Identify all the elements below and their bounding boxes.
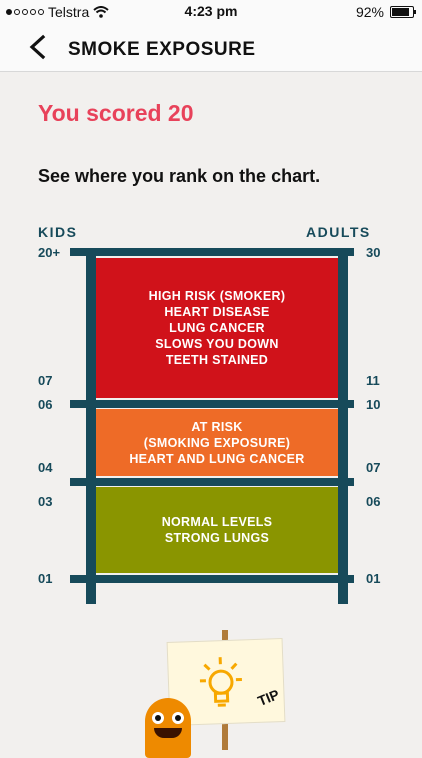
- band-line: LUNG CANCER: [169, 320, 265, 336]
- adults-tick: 11: [366, 373, 396, 388]
- rule-top: [70, 248, 354, 256]
- band-line: AT RISK: [191, 419, 242, 435]
- kids-tick: 07: [38, 373, 68, 388]
- adults-tick: 01: [366, 571, 396, 586]
- adults-tick: 07: [366, 460, 396, 475]
- kids-tick: 03: [38, 494, 68, 509]
- band-line: (SMOKING EXPOSURE): [144, 435, 290, 451]
- normal-levels-band: NORMAL LEVELS STRONG LUNGS: [96, 487, 338, 573]
- band-line: HEART AND LUNG CANCER: [129, 451, 304, 467]
- at-risk-band: AT RISK (SMOKING EXPOSURE) HEART AND LUN…: [96, 409, 338, 476]
- mascot-mouth: [154, 728, 182, 738]
- band-line: HIGH RISK (SMOKER): [149, 288, 286, 304]
- rule-06-10: [70, 400, 354, 408]
- navigation-bar: SMOKE EXPOSURE: [0, 24, 422, 72]
- rule-bottom: [70, 575, 354, 583]
- chart-right-post: [338, 248, 348, 604]
- chart-left-post: [86, 248, 96, 604]
- tip-label: TIP: [255, 686, 281, 709]
- chart-instruction: See where you rank on the chart.: [38, 166, 320, 187]
- band-line: TEETH STAINED: [166, 352, 268, 368]
- kids-tick: 04: [38, 460, 68, 475]
- kids-tick: 20+: [38, 245, 68, 260]
- mascot-eye: [172, 712, 184, 724]
- band-line: HEART DISEASE: [164, 304, 269, 320]
- band-line: STRONG LUNGS: [165, 530, 269, 546]
- kids-tick: 01: [38, 571, 68, 586]
- page-title: SMOKE EXPOSURE: [68, 39, 256, 61]
- back-arrow-icon[interactable]: [26, 34, 50, 60]
- smoke-exposure-chart: KIDS ADULTS 20+ 07 06 04 03 01 30 11 10 …: [0, 220, 422, 600]
- kids-tick: 06: [38, 397, 68, 412]
- rule-03-06: [70, 478, 354, 486]
- high-risk-band: HIGH RISK (SMOKER) HEART DISEASE LUNG CA…: [96, 258, 338, 398]
- adults-tick: 10: [366, 397, 396, 412]
- kids-axis-label: KIDS: [38, 224, 77, 240]
- score-heading: You scored 20: [38, 100, 194, 127]
- adults-tick: 30: [366, 245, 396, 260]
- band-line: NORMAL LEVELS: [162, 514, 273, 530]
- adults-axis-label: ADULTS: [306, 224, 371, 240]
- adults-tick: 06: [366, 494, 396, 509]
- lightbulb-icon: [198, 654, 244, 708]
- mascot-character: [145, 698, 191, 758]
- band-line: SLOWS YOU DOWN: [155, 336, 278, 352]
- battery-icon: [390, 6, 414, 18]
- mascot-eye: [152, 712, 164, 724]
- status-bar: Telstra 4:23 pm 92%: [0, 0, 422, 24]
- battery-percent: 92%: [356, 4, 384, 20]
- tip-button[interactable]: TIP: [140, 630, 290, 750]
